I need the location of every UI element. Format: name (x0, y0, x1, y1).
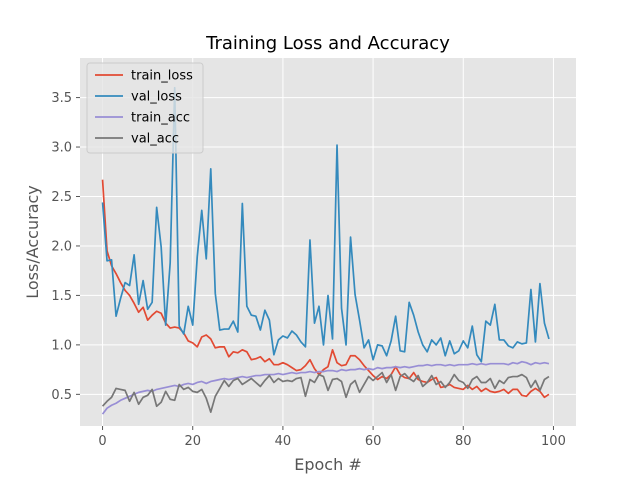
legend-label-val_loss: val_loss (131, 90, 182, 105)
y-tick-label: 1.5 (51, 289, 72, 304)
y-tick-label: 3.0 (51, 141, 72, 156)
y-tick-label: 3.5 (51, 91, 72, 106)
x-tick-label: 100 (541, 434, 566, 449)
series-line-train_loss (101, 179, 550, 399)
legend: train_loss val_loss train_acc val_acc (86, 62, 204, 154)
x-tick-label: 60 (365, 434, 382, 449)
chart-title: Training Loss and Accuracy (205, 33, 450, 54)
series-line-val_loss (101, 86, 550, 363)
legend-label-train_loss: train_loss (131, 69, 193, 84)
x-axis-label: Epoch # (294, 455, 361, 474)
series-layer (101, 86, 550, 415)
x-tick-label: 0 (98, 434, 106, 449)
x-tick-label: 80 (455, 434, 472, 449)
y-tick-label: 1.0 (51, 338, 72, 353)
y-tick-label: 2.0 (51, 239, 72, 254)
series-line-train_acc (101, 360, 550, 415)
legend-box (86, 62, 204, 154)
x-tick-label: 40 (275, 434, 292, 449)
y-axis-label: Loss/Accuracy (23, 185, 42, 299)
series-line-val_acc (101, 371, 550, 413)
legend-label-val_acc: val_acc (131, 132, 179, 147)
tick-layer: 0 20 40 60 80 100 0.5 1.0 1.5 2.0 2.5 3.0 3.5 (51, 91, 566, 449)
y-tick-label: 0.5 (51, 388, 72, 403)
y-tick-label: 2.5 (51, 190, 72, 205)
legend-label-train_acc: train_acc (131, 111, 190, 126)
x-tick-label: 20 (184, 434, 201, 449)
